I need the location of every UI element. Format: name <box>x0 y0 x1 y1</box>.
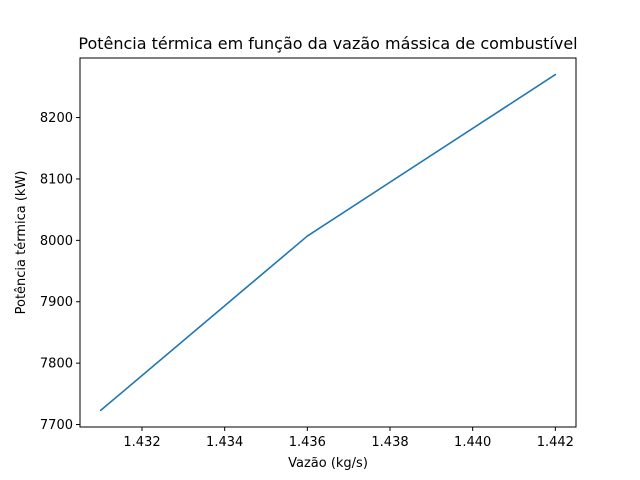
x-tick-label: 1.438 <box>371 435 408 450</box>
chart-title: Potência térmica em função da vazão máss… <box>78 34 577 53</box>
x-tick-label: 1.432 <box>123 435 160 450</box>
series-line <box>99 73 557 412</box>
x-axis-label: Vazão (kg/s) <box>288 456 368 471</box>
y-tick-label: 8000 <box>40 234 73 249</box>
x-tick-label: 1.434 <box>206 435 243 450</box>
x-tick-label: 1.436 <box>289 435 326 450</box>
y-tick-label: 7900 <box>40 295 73 310</box>
x-axis: 1.432 1.434 1.436 1.438 1.440 1.442 <box>123 427 574 450</box>
y-tick-label: 8100 <box>40 172 73 187</box>
x-tick-label: 1.442 <box>537 435 574 450</box>
y-tick-label: 8200 <box>40 111 73 126</box>
series-layer <box>99 73 557 412</box>
y-axis-label: Potência térmica (kW) <box>14 171 29 315</box>
x-tick-label: 1.440 <box>454 435 491 450</box>
y-axis: 7700 7800 7900 8000 8100 8200 <box>40 111 80 433</box>
y-tick-label: 7800 <box>40 357 73 372</box>
y-tick-label: 7700 <box>40 418 73 433</box>
plot-area <box>79 57 577 428</box>
axes-frame <box>79 57 577 428</box>
